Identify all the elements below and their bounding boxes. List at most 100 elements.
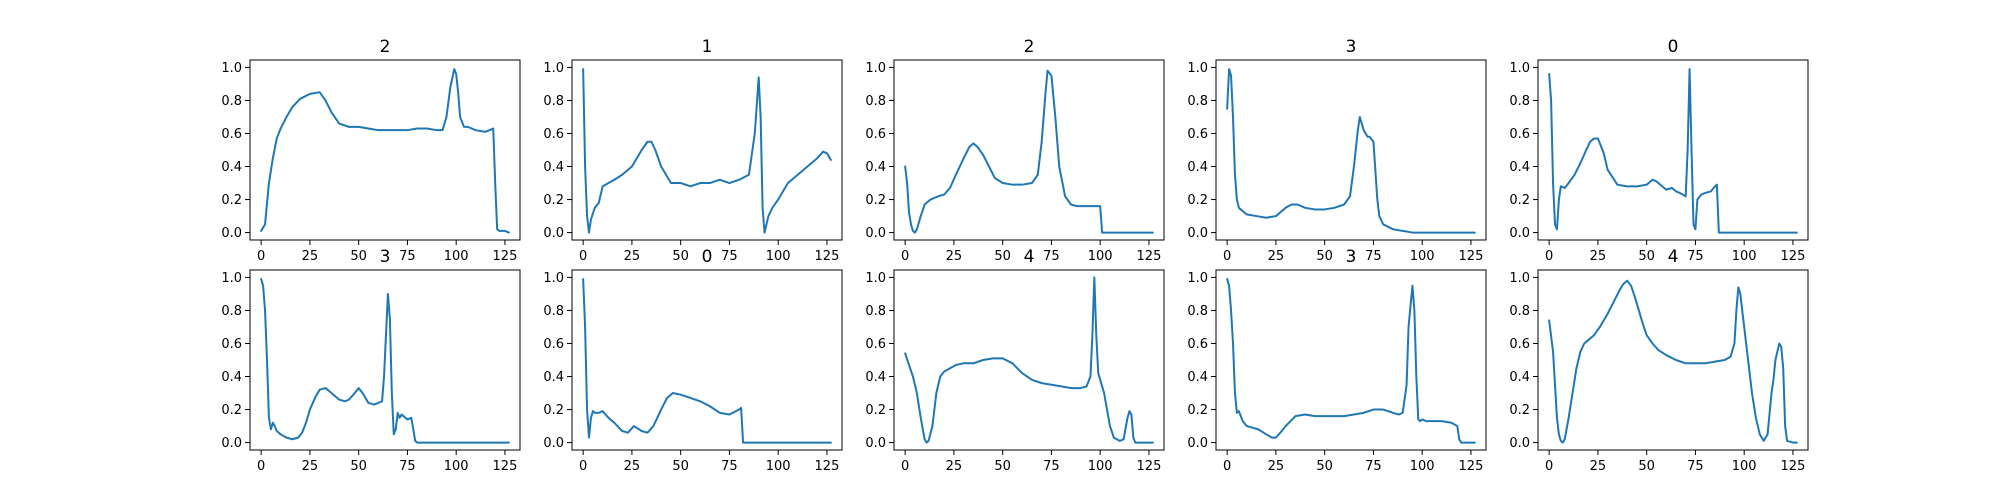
x-tick-label: 100 [1410,459,1435,474]
x-tick-label: 25 [1268,249,1285,264]
subplot-1: 2 0 25 50 75 100 125 0.0 0.2 0.4 0.6 0.8 1.0 [221,37,521,264]
y-tick-label: 0.8 [1187,304,1208,319]
axes-frame [571,269,843,451]
y-tick-label: 0.0 [221,436,242,451]
y-tick-label: 0.6 [1187,127,1208,142]
y-tick-label: 0.2 [865,403,886,418]
x-tick-label: 50 [1638,249,1655,264]
series-line [1548,68,1798,234]
series-line [904,276,1154,444]
series-line [1226,278,1476,444]
series-line [582,278,832,444]
subplot-title: 0 [1668,37,1679,57]
x-tick-label: 125 [493,249,518,264]
y-tick-label: 1.0 [865,271,886,286]
y-tick-label: 0.4 [221,370,242,385]
y-tick-label: 0.2 [543,403,564,418]
x-tick-label: 50 [994,459,1011,474]
subplot-10: 4 0 25 50 75 100 125 0.0 0.2 0.4 0.6 0.8 1.0 [1509,247,1809,474]
x-tick-label: 0 [1545,459,1553,474]
y-tick-label: 0.0 [1187,226,1208,241]
x-tick-label: 100 [444,459,469,474]
x-tick-label: 50 [672,459,689,474]
y-tick-label: 0.4 [1509,160,1530,175]
y-tick-label: 0.8 [221,94,242,109]
x-tick-label: 125 [1459,249,1484,264]
y-tick-label: 0.8 [543,304,564,319]
y-tick-label: 0.4 [865,160,886,175]
subplot-4: 3 0 25 50 75 100 125 0.0 0.2 0.4 0.6 0.8 1.0 [1187,37,1487,264]
x-tick-label: 0 [1545,249,1553,264]
x-tick-label: 25 [946,249,963,264]
y-tick-label: 0.6 [1187,337,1208,352]
x-tick-label: 25 [1268,459,1285,474]
x-tick-label: 100 [766,249,791,264]
x-tick-label: 25 [624,459,641,474]
y-tick-label: 1.0 [221,271,242,286]
x-tick-label: 100 [1732,249,1757,264]
axes-frame [571,59,843,241]
subplot-title: 2 [380,37,391,57]
x-tick-label: 25 [1590,249,1607,264]
y-tick-label: 0.8 [1509,304,1530,319]
y-tick-label: 0.0 [1509,436,1530,451]
x-tick-label: 0 [901,249,909,264]
x-tick-label: 100 [1732,459,1757,474]
y-tick-label: 1.0 [1187,61,1208,76]
series-line [1226,68,1476,234]
y-tick-label: 0.0 [865,436,886,451]
y-tick-label: 0.4 [1187,160,1208,175]
y-tick-label: 1.0 [1187,271,1208,286]
x-tick-label: 100 [1088,249,1113,264]
y-tick-label: 0.6 [221,337,242,352]
y-tick-label: 1.0 [1509,61,1530,76]
y-tick-label: 0.2 [543,193,564,208]
y-tick-label: 0.6 [221,127,242,142]
x-tick-label: 75 [1687,249,1704,264]
y-tick-label: 0.2 [221,193,242,208]
x-tick-label: 125 [1781,249,1806,264]
x-tick-label: 25 [302,459,319,474]
x-tick-label: 125 [1459,459,1484,474]
y-tick-label: 0.8 [1509,94,1530,109]
x-tick-label: 75 [1365,459,1382,474]
x-tick-label: 100 [1410,249,1435,264]
x-tick-label: 50 [1316,459,1333,474]
y-tick-label: 0.2 [1187,403,1208,418]
x-tick-label: 100 [766,459,791,474]
subplot-2: 1 0 25 50 75 100 125 0.0 0.2 0.4 0.6 0.8 1.0 [543,37,843,264]
series-line [260,278,510,444]
y-tick-label: 0.6 [1509,127,1530,142]
axes-frame [893,269,1165,451]
y-tick-label: 0.4 [1509,370,1530,385]
x-tick-label: 0 [1223,249,1231,264]
x-tick-label: 50 [350,249,367,264]
x-tick-label: 0 [1223,459,1231,474]
y-tick-label: 1.0 [1509,271,1530,286]
x-tick-label: 50 [350,459,367,474]
y-tick-label: 1.0 [865,61,886,76]
y-tick-label: 0.4 [543,160,564,175]
subplot-title: 3 [1346,37,1357,57]
x-tick-label: 75 [399,249,416,264]
y-tick-label: 1.0 [543,61,564,76]
y-tick-label: 0.2 [221,403,242,418]
x-tick-label: 75 [1043,459,1060,474]
axes-frame [1537,269,1809,451]
x-tick-label: 75 [1365,249,1382,264]
y-tick-label: 0.6 [543,127,564,142]
x-tick-label: 25 [624,249,641,264]
x-tick-label: 125 [815,459,840,474]
x-tick-label: 25 [302,249,319,264]
series-line [1548,279,1798,444]
x-tick-label: 50 [1638,459,1655,474]
subplot-3: 2 0 25 50 75 100 125 0.0 0.2 0.4 0.6 0.8 1.0 [865,37,1165,264]
x-tick-label: 50 [994,249,1011,264]
axes-frame [1215,269,1487,451]
y-tick-label: 0.8 [865,304,886,319]
subplot-8: 4 0 25 50 75 100 125 0.0 0.2 0.4 0.6 0.8 1.0 [865,247,1165,474]
series-line [582,68,832,234]
axes-frame [249,59,521,241]
x-tick-label: 25 [1590,459,1607,474]
axes-frame [249,269,521,451]
